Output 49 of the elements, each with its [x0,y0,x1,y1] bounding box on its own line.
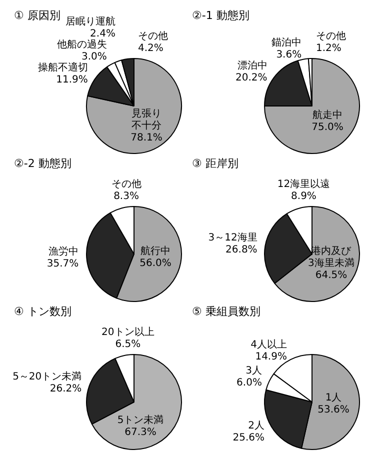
data-label: 53.6% [318,404,350,416]
chart-title: ① 原因別 [14,8,60,23]
slice-label: 5トン未満 [117,414,164,426]
data-label: 78.1% [130,132,162,144]
data-label: 67.3% [124,427,156,438]
slice-label: 航走中 [312,109,342,122]
data-label: 75.0% [312,122,344,134]
data-label: 14.9% [255,351,287,362]
slice-label: 20トン以上 [102,326,154,338]
data-label: 26.8% [226,244,258,256]
chart-title: ③ 距岸別 [192,156,238,171]
data-label: 25.6% [232,432,265,444]
slice-label: 錨泊中 [272,36,302,49]
slice-label: 2人 [248,420,265,432]
data-label: 35.7% [46,258,79,270]
slice-label: 1人 [325,392,342,404]
chart-title: ②-2 動態別 [14,156,72,171]
slice-label: 航行中 [140,245,170,258]
slice-label: 3人 [246,366,262,377]
slice-label: 3～12海里 [208,232,258,244]
slice-label: 操船不適切 [38,62,88,74]
data-label: 6.0% [236,378,262,389]
data-label: 2.4% [90,28,116,40]
chart-title: ④ トン数別 [14,304,72,319]
slice-label: 12海里以遠 [277,178,330,190]
data-label: 8.9% [291,191,316,202]
slice-label: 漁労中 [48,246,79,258]
data-label: 56.0% [140,258,172,270]
chart-title: ⑤ 乗組員数別 [192,304,260,319]
data-label: 1.2% [316,43,342,54]
data-label: 6.5% [115,339,141,350]
slice-label: 4人以上 [250,338,287,350]
data-label: 26.2% [50,383,82,394]
data-label: 4.2% [138,43,164,54]
slice-label: 漂泊中 [237,60,268,72]
data-label: 64.5% [315,270,348,281]
slice-label: その他 [316,30,346,42]
slice-label: その他 [111,178,142,190]
slice-label: 見張り不十分 [132,108,162,132]
data-label: 3.0% [81,52,107,63]
slice-label: その他 [138,30,168,42]
data-label: 8.3% [114,191,139,202]
slice-label: 他船の過失 [56,38,107,51]
chart-title: ②-1 動態別 [192,8,250,23]
data-label: 20.2% [236,72,268,84]
data-label: 3.6% [276,50,302,61]
data-label: 11.9% [56,74,88,86]
slice-label: 5～20トン未満 [12,370,82,382]
slice-label: 居眠り運航 [65,16,116,28]
